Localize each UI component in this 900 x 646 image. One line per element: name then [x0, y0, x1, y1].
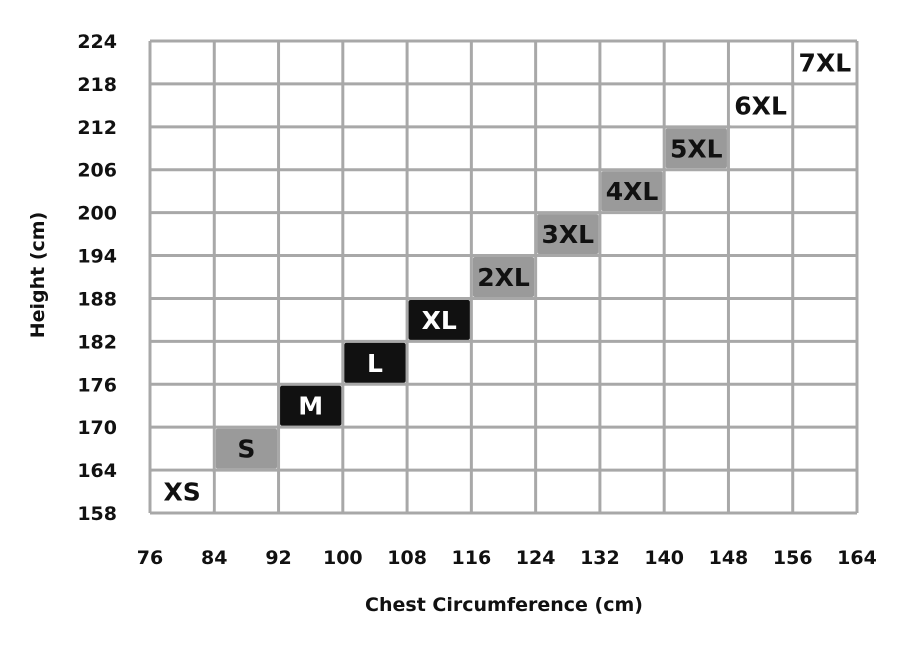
y-tick-label: 176: [77, 374, 117, 396]
y-tick-label: 206: [77, 160, 117, 182]
size-cell-s: S: [215, 428, 278, 469]
size-label: XS: [163, 478, 200, 507]
x-tick-label: 164: [837, 547, 877, 569]
size-label: S: [237, 435, 255, 464]
size-cell-3xl: 3XL: [537, 214, 599, 255]
y-tick-label: 224: [77, 31, 117, 53]
grid-lines: [148, 39, 859, 515]
size-cell-fill: [151, 471, 213, 512]
y-axis-title: Height (cm): [27, 212, 49, 339]
x-tick-label: 148: [709, 547, 749, 569]
size-cell-xl: XL: [408, 299, 470, 340]
x-tick-label: 108: [387, 547, 427, 569]
size-cell-7xl: 7XL: [794, 42, 856, 83]
size-cell-m: M: [280, 385, 342, 426]
x-axis-title: Chest Circumference (cm): [365, 594, 643, 616]
size-cell-fill: [601, 171, 663, 212]
y-tick-label: 164: [77, 460, 117, 482]
size-cell-l: L: [344, 342, 406, 383]
size-cell-fill: [472, 257, 535, 297]
size-label: L: [367, 349, 383, 378]
x-tick-label: 140: [644, 547, 684, 569]
size-cell-xs: XS: [151, 471, 213, 512]
size-cell-fill: [215, 428, 278, 469]
x-tick-label: 156: [773, 547, 813, 569]
size-label: 5XL: [670, 134, 723, 163]
size-cell-fill: [729, 85, 792, 126]
size-label: 3XL: [541, 220, 594, 249]
y-tick-label: 200: [77, 203, 117, 225]
size-label: 7XL: [799, 48, 852, 77]
y-tick-label: 182: [77, 331, 117, 353]
size-label: M: [298, 392, 323, 421]
size-cell-6xl: 6XL: [729, 85, 792, 126]
y-tick-label: 158: [77, 503, 117, 525]
size-label: XL: [422, 306, 457, 335]
y-tick-label: 194: [77, 246, 117, 268]
x-tick-label: 92: [265, 547, 291, 569]
y-tick-label: 212: [77, 117, 117, 139]
size-cell-fill: [280, 385, 342, 426]
size-cell-5xl: 5XL: [665, 128, 727, 169]
y-tick-label: 188: [77, 288, 117, 310]
size-cell-4xl: 4XL: [601, 171, 663, 212]
size-label: 2XL: [477, 263, 530, 292]
size-label: 4XL: [606, 177, 659, 206]
x-tick-label: 84: [201, 547, 227, 569]
x-tick-label: 100: [323, 547, 363, 569]
y-axis-ticks: 158 164 170 176 182 188 194 200 206 212 218 224: [77, 31, 117, 525]
size-cell-fill: [408, 299, 470, 340]
x-tick-label: 76: [137, 547, 163, 569]
size-cells: XS S M L XL 2XL 3XL 4XL 5XL 6XL 7XL: [151, 42, 856, 512]
size-label: 6XL: [734, 91, 787, 120]
y-tick-label: 170: [77, 417, 117, 439]
size-cell-2xl: 2XL: [472, 257, 535, 297]
x-tick-label: 116: [452, 547, 492, 569]
y-tick-label: 218: [77, 74, 117, 96]
size-cell-fill: [794, 42, 856, 83]
size-cell-fill: [537, 214, 599, 255]
size-cell-fill: [665, 128, 727, 169]
x-tick-label: 132: [580, 547, 620, 569]
size-cell-fill: [344, 342, 406, 383]
x-axis-ticks: 76 84 92 100 108 116 124 132 140 148 156 164: [137, 547, 877, 569]
x-tick-label: 124: [516, 547, 556, 569]
